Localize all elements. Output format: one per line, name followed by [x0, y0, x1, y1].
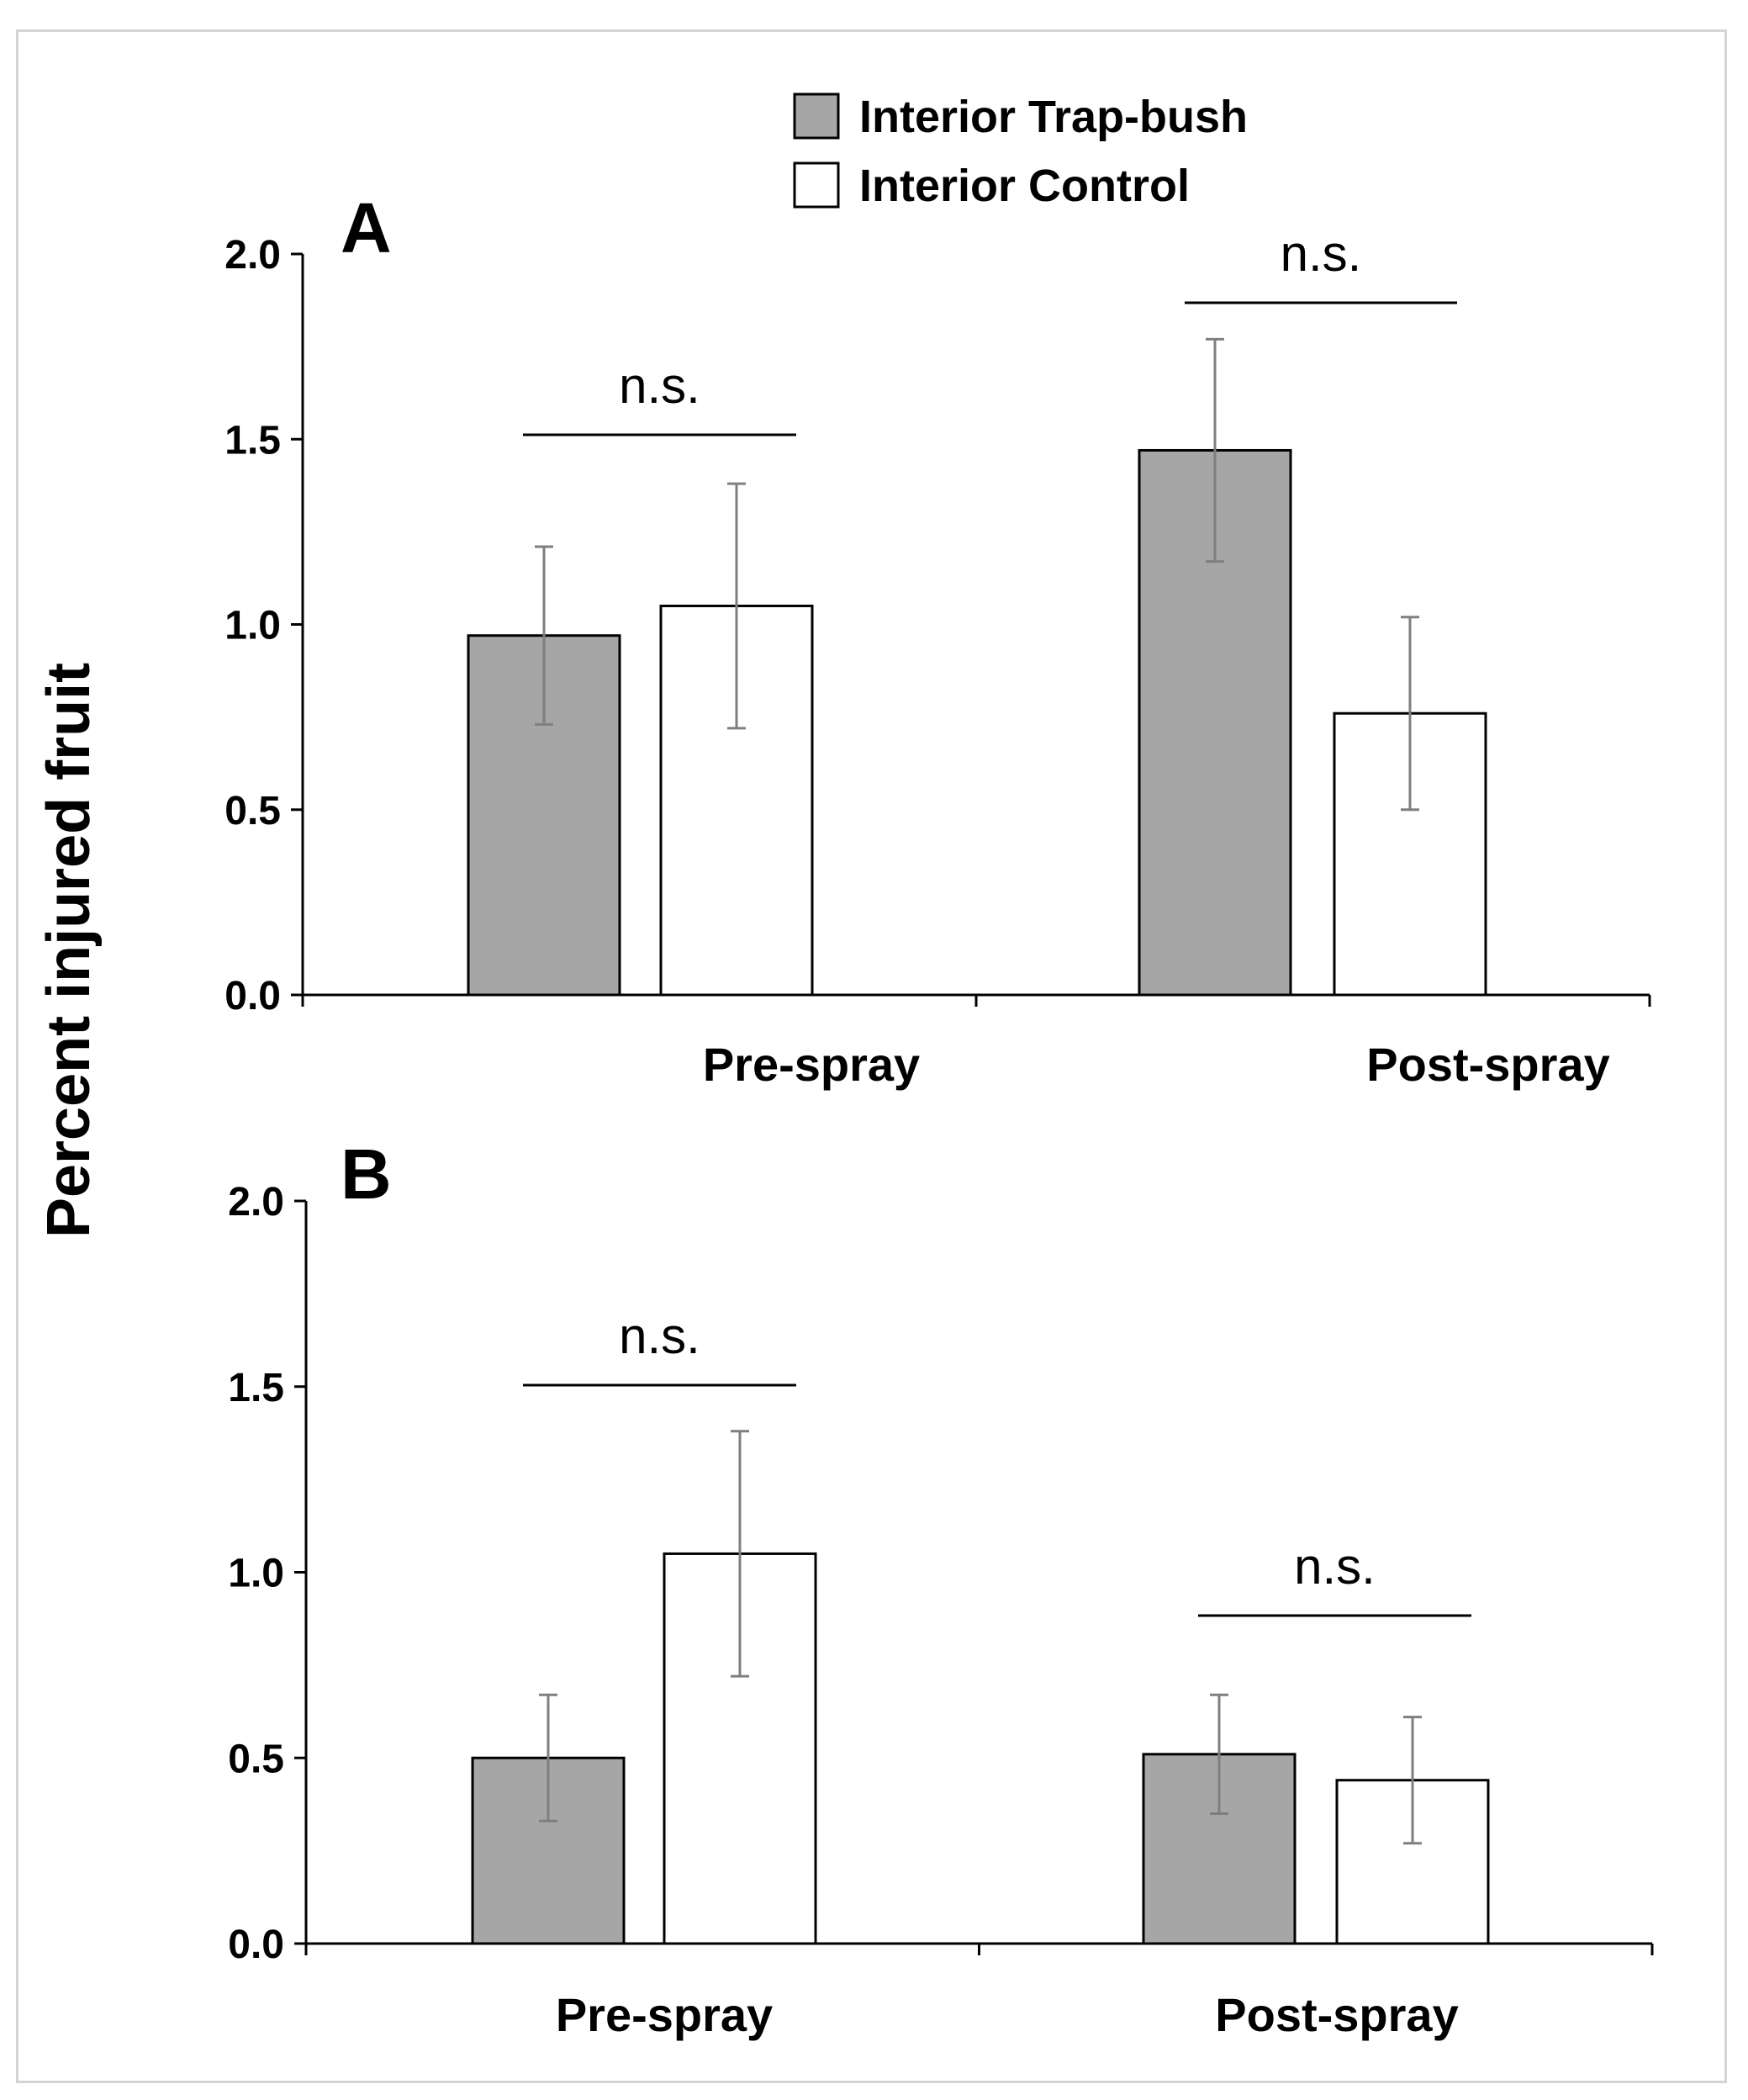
y-axis-label: Percent injured fruit [35, 663, 103, 1238]
y-tick-label: 0.5 [224, 789, 281, 833]
y-tick-label: 1.0 [228, 1552, 284, 1596]
y-tick-label: 0.5 [228, 1737, 284, 1781]
y-tick-label: 0.0 [228, 1923, 284, 1967]
panel-label: B [341, 1135, 392, 1214]
x-category-label: Post-spray [1215, 1988, 1458, 2041]
panel-a: 0.0 0.5 1.0 1.5 2.0 Pre-spray n.s. Post-spray n.… [224, 188, 1651, 1091]
bar-control-pre-spray [659, 604, 814, 997]
significance-label: n.s. [1294, 1538, 1376, 1595]
y-tick-label: 1.5 [224, 418, 281, 463]
x-category-label: Post-spray [1366, 1038, 1609, 1091]
figure-frame [16, 29, 1727, 2083]
significance-label: n.s. [619, 357, 700, 414]
x-category-label: Pre-spray [556, 1988, 773, 2041]
significance-label: n.s. [619, 1308, 700, 1364]
panel-label: A [341, 188, 392, 267]
y-tick-label: 1.5 [228, 1366, 284, 1410]
legend-label-control: Interior Control [859, 161, 1190, 211]
y-tick-label: 1.0 [224, 604, 281, 648]
legend-label-trap-bush: Interior Trap-bush [859, 92, 1248, 142]
legend: Interior Trap-bush Interior Control [793, 92, 1248, 211]
panel-b: 0.0 0.5 1.0 1.5 2.0 Pre-spray n.s. Post-spray n.… [228, 1135, 1654, 2041]
y-tick-label: 2.0 [228, 1180, 284, 1225]
legend-swatch-control [793, 161, 840, 209]
significance-label: n.s. [1281, 225, 1362, 282]
y-tick-label: 2.0 [224, 233, 281, 278]
legend-swatch-trap-bush [793, 93, 840, 140]
x-category-label: Pre-spray [703, 1038, 920, 1091]
y-tick-label: 0.0 [224, 974, 281, 1018]
